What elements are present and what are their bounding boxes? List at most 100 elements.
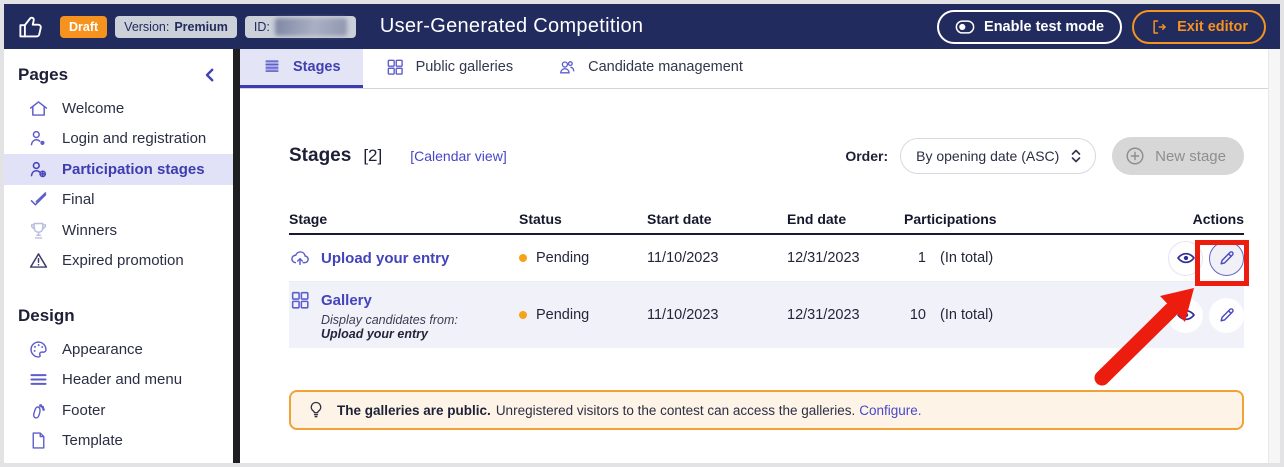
eye-icon [1176, 305, 1196, 325]
sidebar-item-label: Login and registration [62, 130, 207, 148]
sidebar-item-label: Template [62, 432, 123, 450]
start-date-cell: 11/10/2023 [647, 307, 719, 323]
scrollbar-track[interactable] [1268, 49, 1280, 463]
exit-editor-button[interactable]: Exit editor [1132, 9, 1266, 44]
chevron-left-icon [205, 68, 214, 82]
tab-stages[interactable]: Stages [240, 49, 363, 88]
tab-candidate-management[interactable]: Candidate management [535, 49, 765, 88]
stage-cell-gallery: Gallery Display candidates from: Upload … [289, 289, 519, 341]
order-select[interactable]: By opening date (ASC) [900, 138, 1097, 174]
user-plus-icon [28, 159, 49, 180]
sidebar-item-label: Final [62, 191, 95, 209]
sidebar-collapse-button[interactable] [201, 66, 219, 84]
display-candidates-from-value: Upload your entry [321, 327, 428, 341]
stage-name: Gallery [321, 291, 372, 309]
people-icon [557, 57, 577, 77]
table-row-gallery: Gallery Display candidates from: Upload … [289, 282, 1244, 348]
col-header-end-date: End date [787, 211, 847, 227]
sidebar-item-login-registration[interactable]: Login and registration [4, 124, 233, 155]
table-header-row: Stage Status Start date End date Partici… [289, 205, 1244, 235]
main-panel: Stages Public galleries [240, 49, 1268, 463]
public-galleries-banner: The galleries are public. Unregistered vi… [289, 390, 1244, 430]
col-header-start-date: Start date [647, 211, 712, 227]
check-icon [28, 189, 49, 210]
sidebar-item-footer[interactable]: Footer [4, 395, 233, 426]
stages-heading: Stages [289, 145, 352, 166]
grid-icon [385, 57, 405, 77]
stage-link-gallery[interactable]: Gallery [289, 289, 519, 311]
toggle-icon [955, 19, 975, 34]
tab-label: Stages [293, 59, 341, 75]
pencil-icon [1217, 248, 1237, 268]
edit-button-row-1[interactable] [1209, 240, 1244, 276]
banner-text: The galleries are public. Unregistered vi… [337, 403, 922, 418]
new-stage-button[interactable]: New stage [1112, 137, 1244, 175]
sidebar-item-template[interactable]: Template [4, 426, 233, 457]
stages-toolbar: Stages [2] [Calendar view] Order: By ope… [289, 137, 1244, 175]
sidebar-pages-title: Pages [18, 65, 69, 84]
sidebar-item-label: Footer [62, 401, 106, 419]
sidebar-item-final[interactable]: Final [4, 185, 233, 216]
page-title: User-Generated Competition [379, 15, 644, 37]
col-header-stage: Stage [289, 211, 328, 227]
actions-cell [1084, 297, 1244, 333]
banner-bold-text: The galleries are public. [337, 402, 491, 418]
stages-count: [2] [363, 146, 383, 165]
version-label: Version: [124, 19, 170, 34]
stage-name: Upload your entry [321, 249, 450, 267]
edit-button-row-2[interactable] [1209, 297, 1244, 333]
sidebar-item-welcome[interactable]: Welcome [4, 93, 233, 124]
id-label: ID: [253, 19, 270, 34]
tab-public-galleries[interactable]: Public galleries [363, 49, 536, 88]
sidebar-item-label: Appearance [62, 340, 143, 358]
status-text: Pending [536, 250, 590, 266]
eye-icon [1176, 248, 1196, 268]
sidebar-item-label: Participation stages [62, 160, 205, 178]
order-label: Order: [845, 148, 889, 164]
stages-table: Stage Status Start date End date Partici… [289, 205, 1244, 348]
preview-button-row-1[interactable] [1168, 240, 1203, 276]
id-badge: ID: [244, 15, 356, 38]
enable-test-mode-button[interactable]: Enable test mode [937, 9, 1123, 44]
grid-icon [289, 289, 311, 311]
sidebar-item-label: Header and menu [62, 371, 183, 389]
palette-icon [28, 339, 49, 360]
sidebar-item-appearance[interactable]: Appearance [4, 334, 233, 365]
end-date-cell: 12/31/2023 [787, 250, 860, 266]
sidebar-item-winners[interactable]: Winners [4, 215, 233, 246]
sidebar-item-label: Expired promotion [62, 252, 184, 270]
warning-icon [28, 250, 49, 271]
preview-button-row-2[interactable] [1168, 297, 1203, 333]
lightbulb-icon [306, 400, 326, 420]
version-badge: Version: Premium [115, 15, 237, 38]
sort-arrows-icon [1069, 148, 1083, 164]
sidebar-divider [233, 49, 240, 463]
participations-note: (In total) [940, 250, 994, 266]
col-header-participations: Participations [904, 211, 997, 227]
sidebar-item-expired-promotion[interactable]: Expired promotion [4, 246, 233, 277]
plus-circle-icon [1124, 145, 1146, 167]
sidebar-item-header-and-menu[interactable]: Header and menu [4, 365, 233, 396]
footprint-icon [28, 400, 49, 421]
status-text: Pending [536, 307, 590, 323]
document-icon [28, 430, 49, 451]
stage-link-upload-your-entry[interactable]: Upload your entry [289, 247, 519, 269]
participations-note: (In total) [940, 307, 994, 323]
start-date-cell: 11/10/2023 [647, 250, 719, 266]
cloud-upload-icon [289, 247, 311, 269]
pages-sidebar: Pages Welcome [4, 49, 233, 463]
exit-icon [1153, 19, 1166, 34]
col-header-status: Status [519, 211, 562, 227]
configure-link[interactable]: Configure. [859, 402, 922, 418]
draft-status-badge: Draft [60, 15, 108, 38]
version-value: Premium [174, 19, 228, 34]
new-stage-label: New stage [1155, 147, 1226, 165]
participations-count: 1 [917, 250, 926, 266]
sidebar-item-participation-stages[interactable]: Participation stages [4, 154, 233, 185]
calendar-view-link[interactable]: [Calendar view] [410, 148, 507, 164]
exit-editor-label: Exit editor [1177, 18, 1248, 35]
participations-count: 10 [909, 307, 926, 323]
actions-cell [1084, 240, 1244, 276]
sidebar-item-label: Welcome [62, 99, 125, 117]
